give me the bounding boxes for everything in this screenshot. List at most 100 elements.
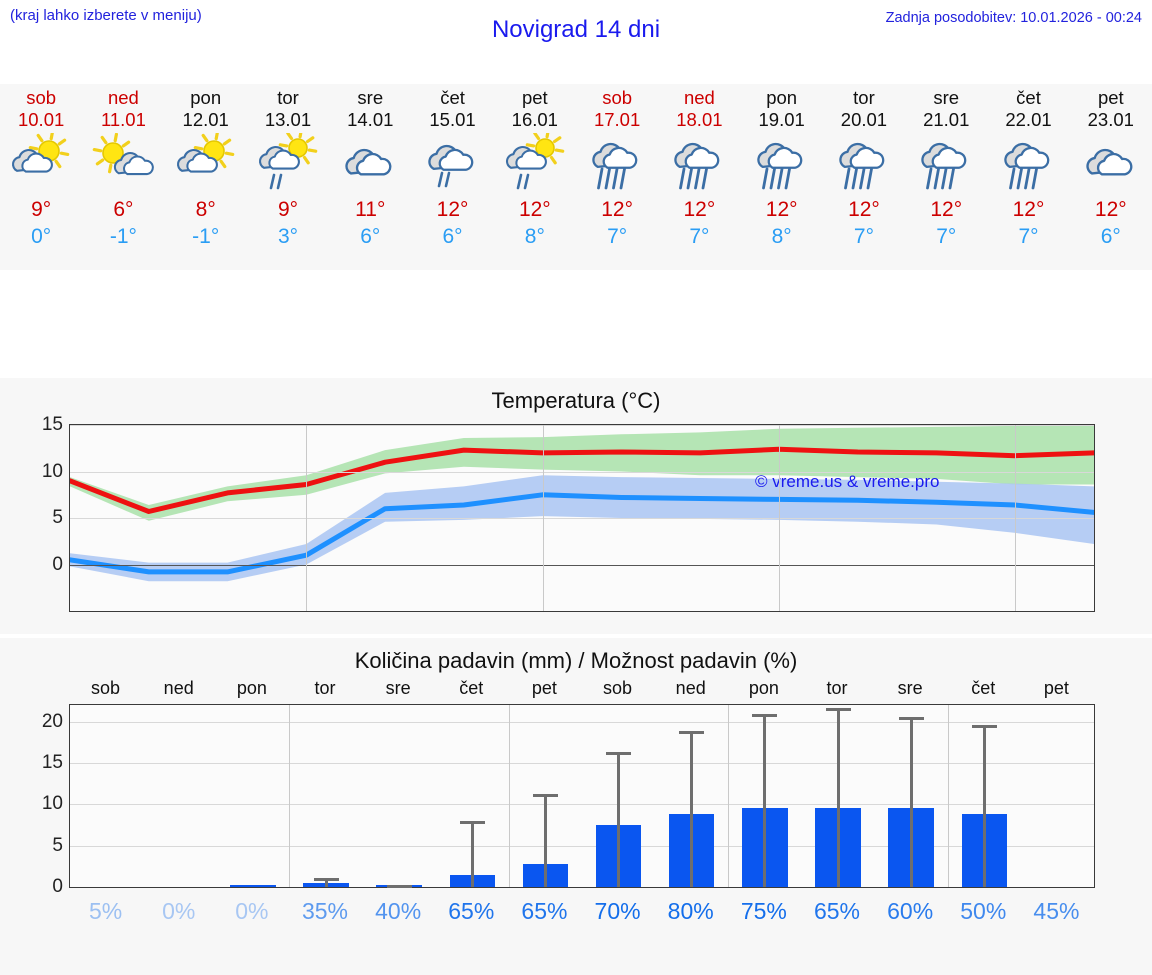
day-name: sob (26, 87, 57, 108)
day-name: sre (933, 87, 960, 108)
forecast-day-column[interactable]: pon 12.01 8° -1° (165, 84, 247, 270)
day-name: pon (766, 87, 798, 108)
horizontal-gridline (70, 804, 1094, 806)
precipitation-error-cap (386, 885, 412, 889)
last-updated: Zadnja posodobitev: 10.01.2026 - 00:24 (885, 10, 1142, 26)
temp-max: 12° (518, 198, 551, 221)
sun-cloud-icon (87, 133, 159, 195)
precipitation-error-stem (763, 714, 767, 887)
day-date: 13.01 (264, 109, 312, 130)
precipitation-day-label: sob (91, 678, 121, 698)
y-axis-tick-label: 15 (41, 414, 63, 435)
temp-max: 11° (355, 198, 386, 221)
temp-max: 12° (1094, 198, 1127, 221)
temp-min: -1° (192, 225, 220, 248)
day-date: 15.01 (429, 109, 476, 130)
temp-max: 12° (436, 198, 469, 221)
precipitation-chart-title: Količina padavin (mm) / Možnost padavin … (354, 648, 798, 673)
temp-max: 6° (113, 198, 134, 221)
precipitation-error-stem (617, 752, 621, 887)
forecast-day-column[interactable]: čet 15.01 12° 6° (411, 84, 493, 270)
precipitation-error-cap (606, 752, 632, 756)
forecast-day-column[interactable]: ned 11.01 6° -1° (82, 84, 164, 270)
day-date: 21.01 (923, 109, 970, 130)
precipitation-error-cap (532, 793, 558, 797)
day-name: ned (107, 87, 139, 108)
precipitation-probability-label: 0% (235, 898, 269, 924)
precipitation-error-cap (313, 877, 339, 881)
precipitation-probability-label: 70% (594, 898, 641, 924)
precipitation-probability-label: 65% (813, 898, 861, 924)
temp-min: 7° (936, 225, 957, 248)
vertical-gridline (728, 705, 730, 887)
y-axis-tick-label: 10 (41, 793, 63, 815)
forecast-day-column[interactable]: čet 22.01 12° 7° (987, 84, 1069, 270)
precipitation-day-label: pet (531, 678, 557, 698)
temp-max: 12° (1012, 198, 1045, 221)
temp-min: 7° (1018, 225, 1039, 248)
precipitation-error-cap (825, 708, 851, 712)
day-name: tor (853, 87, 875, 108)
page-title: Novigrad 14 dni (491, 16, 661, 43)
precipitation-error-cap (898, 716, 924, 720)
temp-max: 9° (31, 198, 52, 221)
temp-min: 6° (1100, 225, 1121, 248)
horizontal-gridline (70, 762, 1094, 764)
temp-min: 6° (442, 225, 463, 248)
precipitation-chart-block: Količina padavin (mm) / Možnost padavin … (0, 638, 1152, 975)
forecast-day-column[interactable]: sre 21.01 12° 7° (905, 84, 987, 270)
day-name: sob (602, 87, 633, 108)
y-axis-tick-label: 10 (41, 460, 63, 482)
temp-max: 12° (765, 198, 798, 221)
precipitation-probability-label: 65% (448, 898, 495, 924)
precipitation-day-label: pon (748, 678, 779, 698)
precipitation-error-cap (679, 730, 705, 734)
precipitation-error-cap (752, 714, 778, 718)
forecast-day-column[interactable]: tor 13.01 9° 3° (247, 84, 329, 270)
temp-min: 6° (360, 225, 381, 248)
menu-hint: (kraj lahko izberete v meniju) (10, 7, 202, 24)
forecast-day-column[interactable]: pon 19.01 12° 8° (741, 84, 823, 270)
cloud-drizzle-icon (417, 133, 489, 195)
precipitation-error-cap (971, 724, 997, 728)
temp-min: 0° (31, 225, 52, 248)
day-name: tor (277, 87, 299, 108)
precipitation-probability-label: 5% (88, 898, 123, 924)
vertical-gridline (542, 425, 544, 611)
forecast-day-column[interactable]: tor 20.01 12° 7° (823, 84, 905, 270)
cloud-rain-icon (663, 133, 735, 195)
precipitation-day-label: tor (826, 678, 848, 698)
forecast-day-column[interactable]: pet 23.01 12° 6° (1070, 84, 1152, 270)
precipitation-error-stem (690, 730, 694, 887)
temp-min: 8° (524, 225, 545, 248)
page-header: (kraj lahko izberete v meniju) Novigrad … (0, 0, 1152, 52)
day-date: 11.01 (100, 109, 146, 130)
forecast-day-column[interactable]: pet 16.01 12° 8° (494, 84, 576, 270)
day-name: pon (190, 87, 222, 108)
day-name: čet (1016, 87, 1041, 108)
precipitation-day-label: čet (459, 678, 484, 698)
y-axis-tick-label: 0 (52, 876, 63, 897)
vertical-gridline (1015, 425, 1017, 611)
y-axis-tick-label: 5 (52, 834, 63, 856)
horizontal-gridline (70, 845, 1094, 847)
day-name: ned (683, 87, 715, 108)
vertical-gridline (947, 705, 949, 887)
day-date: 23.01 (1087, 109, 1134, 130)
precipitation-day-label: sre (385, 678, 411, 698)
temperature-chart-block: Temperatura (°C) © vreme.us & vreme.pro … (0, 378, 1152, 634)
cloud-sun-icon (170, 133, 242, 195)
precipitation-probability-label: 45% (1033, 898, 1080, 924)
watermark-text: © vreme.us & vreme.pro (755, 471, 940, 491)
temp-min: -1° (109, 225, 137, 248)
day-name: sre (357, 87, 384, 108)
precipitation-day-label: čet (971, 678, 996, 698)
forecast-day-column[interactable]: sob 17.01 12° 7° (576, 84, 658, 270)
forecast-day-column[interactable]: sre 14.01 11° 6° (329, 84, 411, 270)
temp-max: 12° (848, 198, 880, 221)
day-date: 17.01 (593, 109, 641, 130)
forecast-day-column[interactable]: ned 18.01 12° 7° (658, 84, 740, 270)
forecast-day-column[interactable]: sob 10.01 9° 0° (0, 84, 82, 270)
temp-max: 8° (195, 198, 216, 221)
